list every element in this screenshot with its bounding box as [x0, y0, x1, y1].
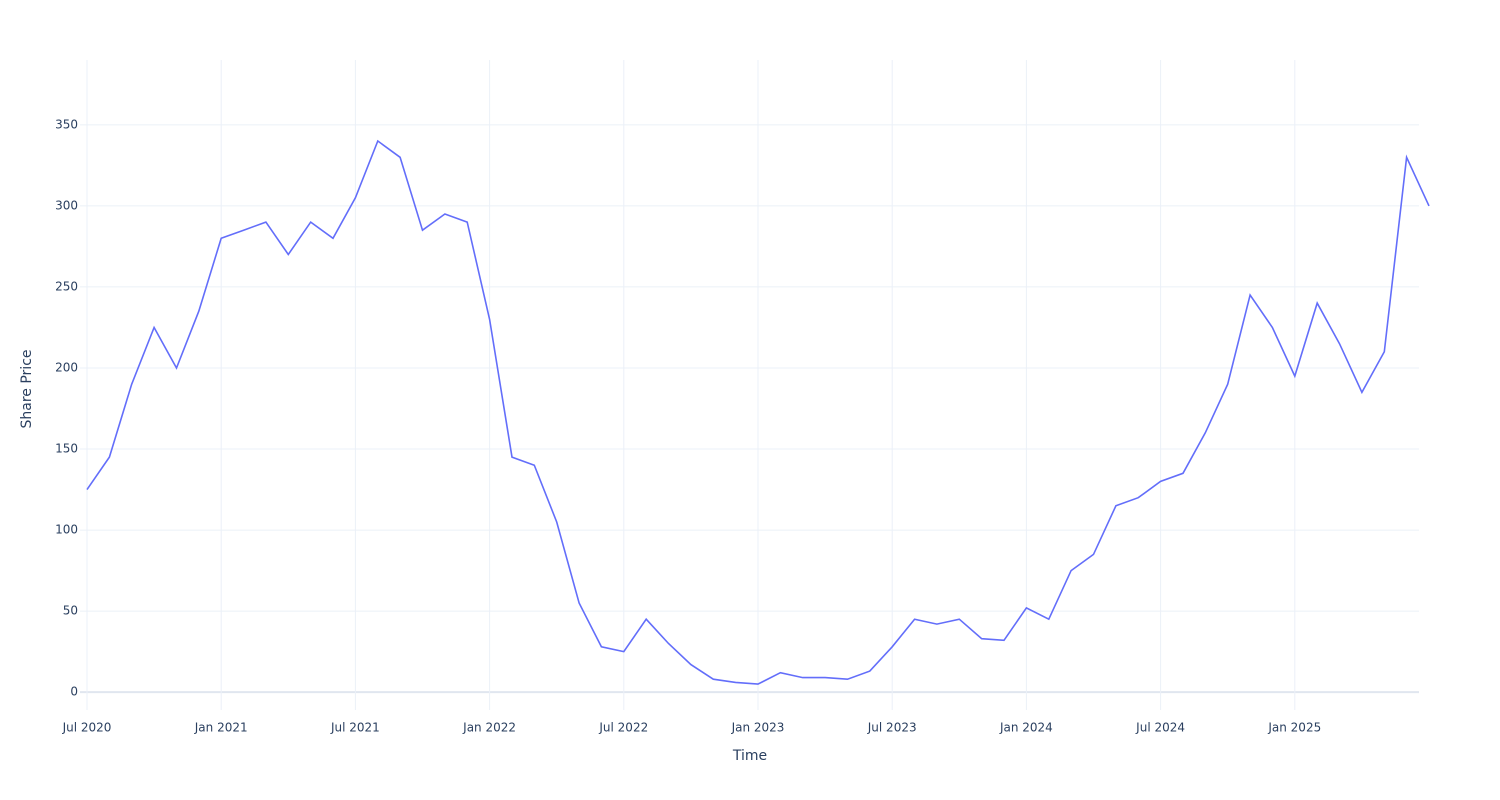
x-tick-label: Jan 2024: [999, 721, 1053, 735]
x-tick-label: Jul 2024: [1135, 721, 1185, 735]
x-tick-label: Jan 2023: [731, 721, 785, 735]
y-tick-label: 50: [63, 604, 78, 618]
x-tick-label: Jul 2023: [867, 721, 917, 735]
y-tick-label: 350: [55, 117, 78, 131]
y-tick-label: 150: [55, 442, 78, 456]
price-line: [86, 139, 1430, 685]
y-tick-label: 250: [55, 279, 78, 293]
x-tick-label: Jan 2022: [462, 721, 516, 735]
y-tick-label: 300: [55, 198, 78, 212]
y-tick-label: 0: [70, 685, 78, 699]
y-axis-title: Share Price: [19, 349, 35, 428]
x-tick-label: Jul 2020: [62, 721, 112, 735]
x-tick-label: Jan 2021: [194, 721, 248, 735]
x-tick-label: Jul 2022: [598, 721, 648, 735]
x-tick-label: Jan 2025: [1267, 721, 1321, 735]
x-axis-title: Time: [732, 748, 767, 764]
x-tick-label: Jul 2021: [330, 721, 380, 735]
y-tick-label: 200: [55, 360, 78, 374]
y-tick-label: 100: [55, 523, 78, 537]
